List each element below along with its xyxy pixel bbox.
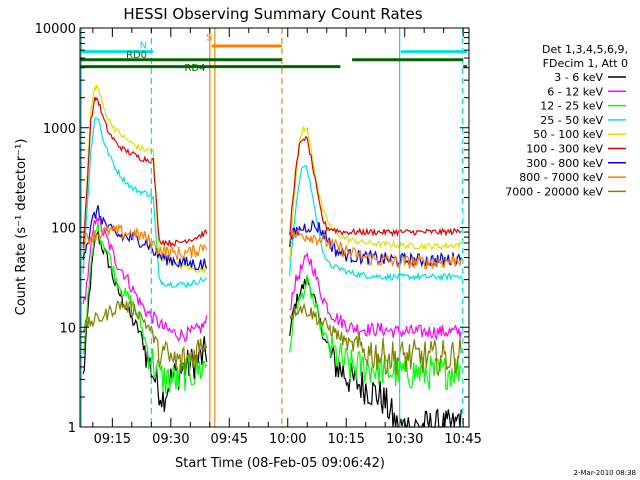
x-tick-label: 09:30 [152, 432, 189, 447]
y-tick-label: 1000 [43, 122, 76, 137]
series-line-6 [82, 96, 462, 248]
x-tick-label: 10:00 [269, 432, 306, 447]
x-tick-label: 09:45 [211, 432, 248, 447]
x-tick-label: 10:30 [386, 432, 423, 447]
legend-entry-label: 6 - 12 keV [547, 85, 603, 98]
legend-entry-label: 50 - 100 keV [533, 128, 603, 141]
y-axis-label: Count Rate (s⁻¹ detector⁻¹) [14, 139, 29, 316]
flag-label-n: N [140, 41, 147, 52]
series-layer [82, 83, 462, 429]
y-tick-label: 1 [68, 421, 76, 436]
series-line-9 [82, 299, 462, 377]
x-axis-label: Start Time (08-Feb-05 09:06:42) [175, 456, 385, 471]
overlay-layer: N S RD0 RD4 [80, 28, 468, 427]
legend-header-line-1: Det 1,3,4,5,6,9, [542, 43, 628, 56]
tick-layer: 1 10 100 1000 10000 09:15 09:30 09:45 10:00 10:15… [35, 22, 482, 447]
y-tick-label: 10000 [35, 22, 76, 37]
legend-entry-label: 100 - 300 keV [526, 143, 603, 156]
legend-entry-label: 25 - 50 keV [540, 114, 603, 127]
legend-entry-label: 12 - 25 keV [540, 100, 603, 113]
series-line-2 [82, 216, 462, 343]
series-line-5 [82, 83, 462, 274]
legend-header-line-2: FDecim 1, Att 0 [543, 57, 628, 70]
series-line-4 [82, 117, 462, 288]
chart-title: HESSI Observing Summary Count Rates [123, 5, 422, 23]
x-tick-label: 09:15 [94, 432, 131, 447]
flag-label-rd4: RD4 [184, 63, 205, 74]
flag-label-s: S [206, 32, 212, 43]
legend-entry-label: 3 - 6 keV [554, 71, 603, 84]
flag-label-rd0: RD0 [126, 50, 147, 61]
legend-entry-label: 7000 - 20000 keV [505, 185, 603, 198]
x-tick-label: 10:45 [444, 432, 481, 447]
footer-date: 2-Mar-2010 08:38 [574, 469, 636, 477]
x-tick-label: 10:15 [327, 432, 364, 447]
legend-entry-label: 800 - 7000 keV [519, 171, 603, 184]
y-tick-label: 100 [51, 222, 76, 237]
series-line-8 [82, 223, 462, 270]
series-line-3 [82, 221, 462, 394]
y-tick-label: 10 [59, 321, 76, 336]
legend-entry-label: 300 - 800 keV [526, 157, 603, 170]
